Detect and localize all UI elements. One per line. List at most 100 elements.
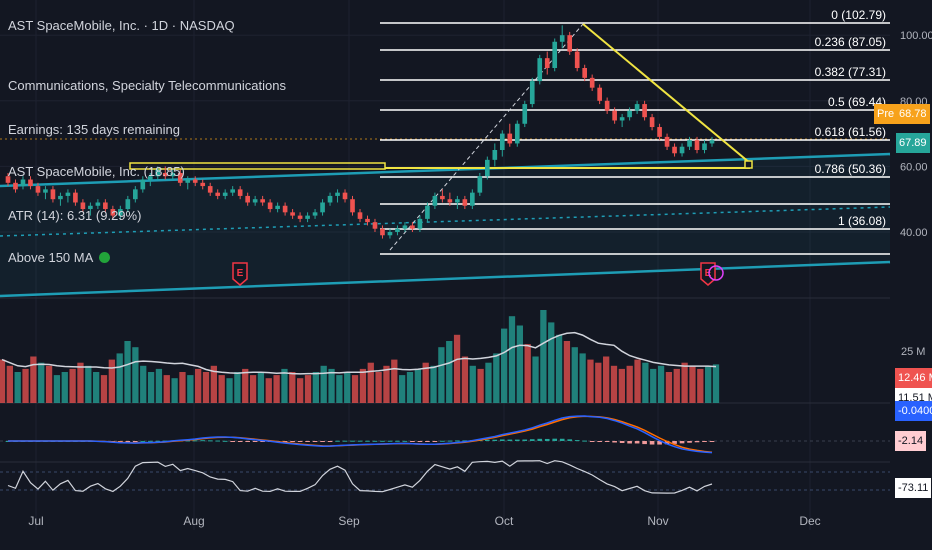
macd-histogram-bar [147,440,153,442]
macd-histogram-bar [380,440,385,442]
macd-histogram-bar [455,440,460,442]
candle-body [267,202,273,210]
volume-bar [705,365,712,403]
candle-body [702,143,707,150]
candle-body [305,215,310,219]
macd-histogram-bar [410,441,415,442]
candle-body [402,225,408,229]
candle-body [574,51,580,68]
macd-histogram-bar [350,440,355,442]
macd-histogram-bar [312,441,318,442]
volume-bar [344,372,351,403]
volume-bar [595,362,602,403]
macd-histogram-bar [462,440,468,442]
volume-bar [453,334,461,403]
candle-body [432,195,438,206]
volume-bar [163,375,170,403]
candle-body [125,199,131,210]
fib-level-label: 0.786 (50.36) [815,162,886,176]
macd-histogram-bar [215,440,221,442]
macd-histogram-bar [619,441,625,444]
macd-histogram-bar [604,441,610,442]
fib-level-label: 0 (102.79) [831,8,886,22]
macd-histogram-bar [522,439,528,441]
volume-value-tag: 12.46 M [895,368,932,388]
macd-histogram-bar [290,441,295,442]
volume-bar [524,344,531,403]
macd-histogram-bar [432,441,438,442]
oscillator-line [7,460,713,494]
volume-bar [430,365,437,403]
volume-bar [85,365,92,403]
candlestick-series [5,25,715,239]
x-axis-tick-label: Sep [338,514,360,528]
volume-bar [697,368,704,403]
candle-body [357,212,363,219]
candle-body [290,212,295,216]
candle-body [470,192,475,206]
macd-histogram-bar [702,441,707,442]
earnings-countdown: Earnings: 135 days remaining [8,122,180,137]
candle-body [679,146,685,154]
fib-level-label: 1 (36.08) [838,214,886,228]
macd-histogram-bar [634,441,640,444]
macd-histogram-bar [320,441,325,442]
macd-histogram-bar [372,440,378,442]
macd-histogram-bar [282,441,288,442]
volume-bar [69,368,76,403]
volume-bar [579,353,586,403]
volume-bar [414,368,421,403]
oscillator-pane [0,460,890,494]
candle-body [522,104,528,124]
ma-status-dot-icon [99,252,111,263]
volume-bar [571,347,578,403]
volume-bar [312,372,319,403]
earnings-marker-label: E [705,268,712,279]
volume-bar [218,375,225,403]
candle-body [492,150,498,160]
volume-bar [242,368,249,403]
candle-body [559,35,565,42]
candle-body [567,35,573,52]
y-axis-tick-label: 100.00 [900,30,932,42]
macd-histogram-bar [507,439,513,441]
volume-bar [226,378,233,403]
volume-bar [257,372,265,403]
candle-body [372,222,378,229]
candle-body [140,179,146,190]
candle-body [103,202,108,210]
macd-histogram-bar [125,441,131,442]
volume-bar [493,353,500,403]
volume-bar [485,362,492,403]
symbol-title[interactable]: AST SpaceMobile, Inc. · 1D · NASDAQ [8,18,235,33]
volume-bar [477,368,484,403]
volume-ma-line [1,331,717,375]
volume-bars [0,310,720,403]
macd-histogram-bar [537,438,543,441]
macd-histogram-bar [387,440,393,442]
candle-body [215,192,221,196]
candle-body [155,169,161,177]
volume-bar [336,375,343,403]
macd-histogram-bar [694,441,700,443]
fib-anchor-dashed [389,23,584,251]
x-axis-tick-label: Oct [495,514,514,528]
candle-body [499,133,505,150]
last-price-tag: 67.89 [896,133,930,153]
candle-body [417,218,423,229]
volume-bar [367,362,374,403]
volume-bar [100,375,108,403]
volume-bar [249,375,257,403]
candle-body [230,189,236,193]
volume-bar [446,341,453,403]
candle-body [529,81,535,105]
candle-body [672,146,677,154]
candle-body [320,202,325,213]
candle-body [282,205,288,213]
candle-body [507,133,513,144]
macd-histogram-bar [582,440,588,442]
candle-body [88,205,93,210]
candle-body [589,77,595,88]
candle-body [20,179,26,187]
